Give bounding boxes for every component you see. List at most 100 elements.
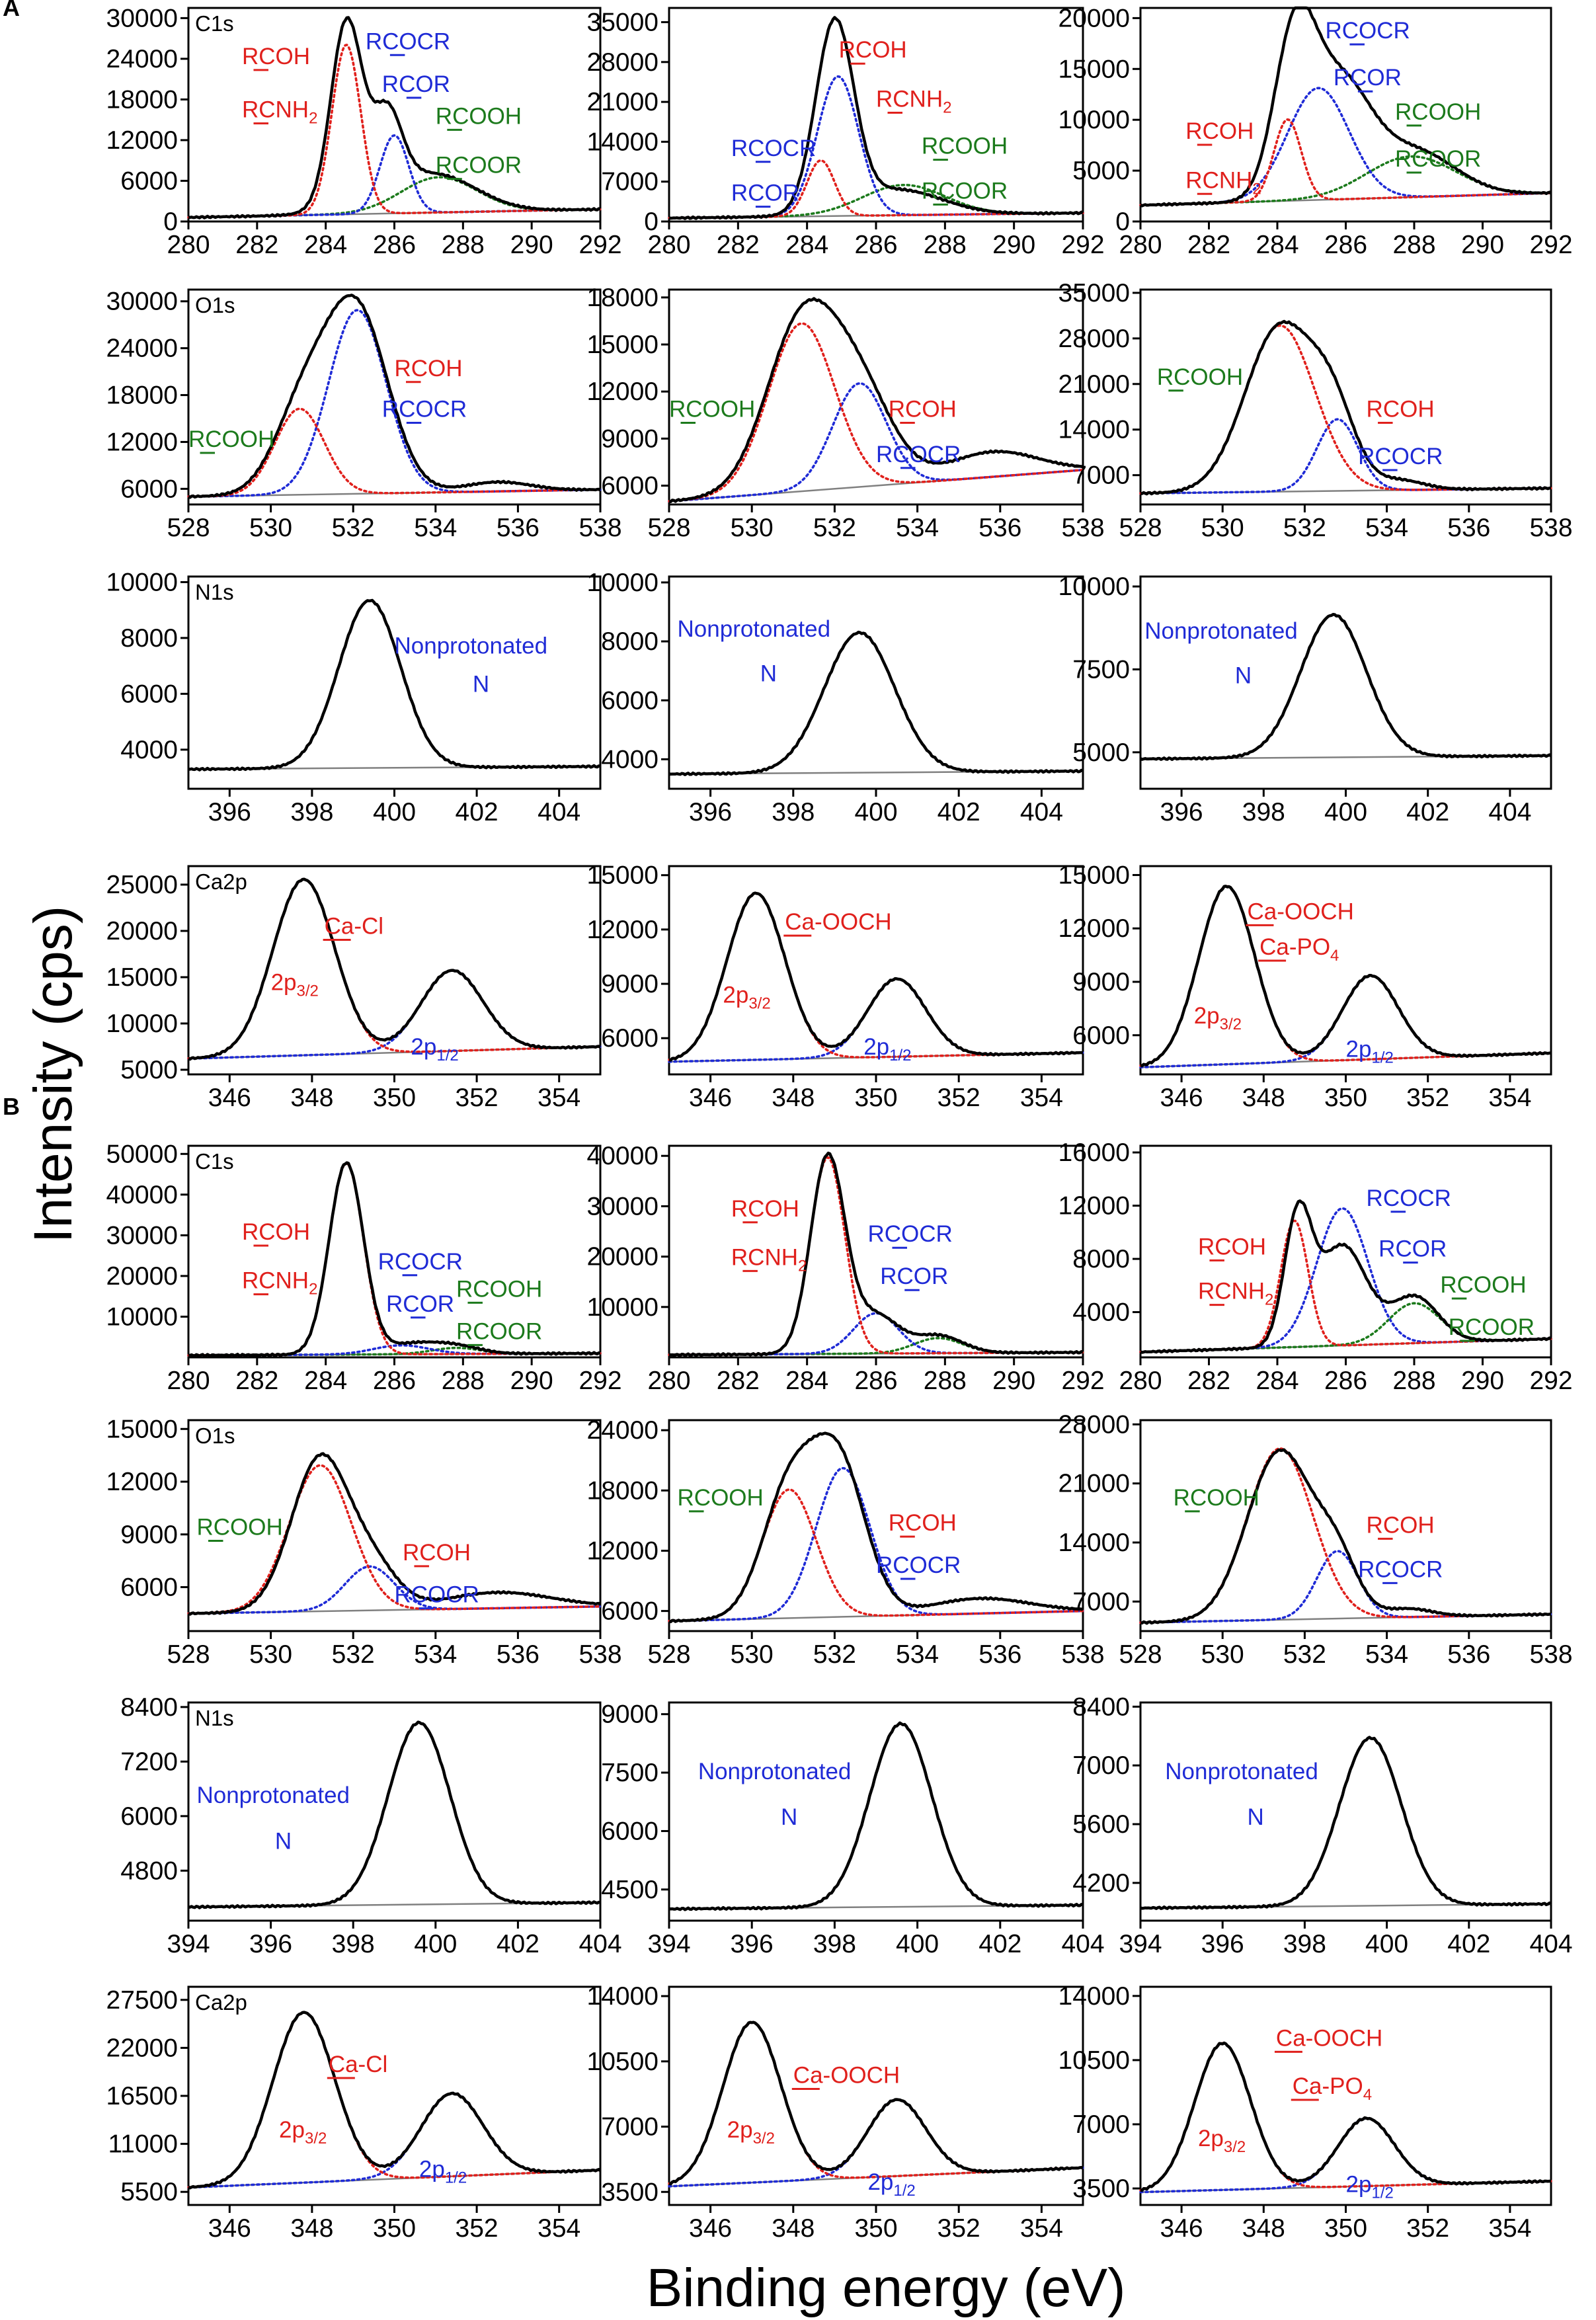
peak-annotation: Ca-OOCH [793, 2063, 900, 2089]
x-tick-label: 396 [208, 798, 251, 826]
y-tick-label: 20000 [587, 1243, 658, 1271]
x-tick-label: 398 [332, 1930, 375, 1958]
y-tick-label: 10000 [106, 568, 178, 596]
x-tick-label: 400 [1324, 798, 1367, 826]
peak-annotation: RCNH2 [242, 97, 317, 128]
x-tick-label: 288 [1392, 231, 1435, 259]
y-tick-label: 6000 [1072, 1021, 1130, 1050]
y-tick-label: 30000 [106, 4, 178, 32]
x-tick-label: 286 [1324, 231, 1367, 259]
x-tick-label: 346 [208, 1084, 251, 1112]
peak-annotation: Nonprotonated [395, 633, 548, 659]
y-tick-label: 5000 [1072, 739, 1130, 767]
peak-annotation: RCOCR [731, 136, 816, 161]
spectrum-panel: 394 396 398 400 402 404 4200 5600 7000 8400 Nonpro… [1072, 1693, 1572, 1958]
x-tick-label: 534 [896, 514, 939, 542]
y-tick-label: 28000 [1058, 325, 1130, 353]
series-rcooh-rcoor [187, 176, 602, 219]
peak-annotation: RCOOR [1395, 146, 1481, 172]
peak-annotation: RCOOH [1174, 1485, 1259, 1511]
peak-annotation: RCNH2 [1198, 1279, 1273, 1309]
panel-label-b: B [3, 1093, 20, 1120]
x-tick-label: 528 [1119, 1640, 1162, 1669]
y-tick-label: 40000 [587, 1142, 658, 1170]
y-tick-label: 3500 [601, 2178, 658, 2206]
x-tick-label: 532 [813, 1640, 856, 1669]
y-tick-label: 0 [644, 208, 658, 236]
series-total [187, 877, 602, 1061]
peak-annotation: 2p1/2 [1346, 2172, 1394, 2202]
peak-annotation: Nonprotonated [678, 616, 831, 642]
peak-annotation: RCOOH [678, 1485, 764, 1511]
x-tick-label: 290 [992, 231, 1035, 259]
y-tick-label: 12000 [587, 916, 658, 944]
y-tick-label: 18000 [587, 1476, 658, 1505]
spectrum-panel: 528 530 532 534 536 538 6000 9000 12000 15000 1800… [587, 284, 1105, 542]
y-tick-label: 24000 [106, 45, 178, 73]
series-total [1139, 1199, 1552, 1354]
y-tick-label: 21000 [1058, 370, 1130, 399]
x-tick-label: 288 [924, 231, 967, 259]
peak-annotation: RCOCR [1325, 18, 1410, 44]
y-tick-label: 6000 [601, 1817, 658, 1845]
y-tick-label: 12000 [587, 378, 658, 406]
x-tick-label: 404 [579, 1930, 621, 1958]
y-axis-title: Intensity (cps) [23, 906, 83, 1243]
peak-annotation: Nonprotonated [1144, 618, 1298, 644]
x-tick-label: 528 [167, 514, 210, 542]
y-tick-label: 18000 [106, 381, 178, 410]
y-tick-label: 8400 [1072, 1693, 1130, 1721]
x-tick-label: 532 [1283, 1640, 1326, 1669]
y-tick-label: 11000 [108, 2130, 178, 2159]
x-tick-label: 282 [235, 1367, 278, 1395]
spectrum-panel: 528 530 532 534 536 538 6000 12000 18000 24000 300… [106, 288, 622, 542]
x-tick-label: 396 [689, 798, 732, 826]
series-2p3-2 [187, 878, 602, 1060]
x-tick-label: 284 [1256, 231, 1298, 259]
y-tick-label: 35000 [587, 9, 658, 37]
series-total [1140, 885, 1552, 1068]
y-tick-label: 8000 [120, 624, 178, 653]
x-tick-label: 346 [689, 1084, 732, 1112]
x-tick-label: 538 [1529, 514, 1572, 542]
x-tick-label: 284 [785, 231, 828, 259]
y-tick-label: 16000 [1058, 1139, 1130, 1167]
x-tick-label: 398 [772, 798, 815, 826]
plot-frame [1139, 1701, 1552, 1922]
peak-annotation: Ca-Cl [329, 2052, 387, 2077]
core-level-label: N1s [195, 1706, 234, 1730]
x-tick-label: 288 [1392, 1367, 1435, 1395]
spectrum-panel: 528 530 532 534 536 538 7000 14000 21000 28000 RCO… [1058, 1410, 1573, 1669]
y-tick-label: 24000 [106, 335, 178, 363]
y-tick-label: 6000 [601, 472, 658, 500]
y-tick-label: 4800 [120, 1857, 178, 1885]
x-tick-label: 530 [1201, 514, 1244, 542]
x-tick-label: 396 [1201, 1930, 1244, 1958]
peak-annotation: RCNH2 [876, 87, 951, 117]
y-tick-label: 10500 [1058, 2046, 1130, 2075]
series-rcoh-rcocr [1139, 418, 1552, 495]
y-tick-label: 20000 [1058, 4, 1130, 32]
x-tick-label: 404 [1529, 1930, 1572, 1958]
plot-grid: 280 282 284 286 288 290 292 0 6000 12000 18000 2400… [106, 4, 1573, 2243]
peak-annotation: RCOCR [876, 442, 961, 467]
x-tick-label: 290 [992, 1367, 1035, 1395]
spectrum-panel: 394 396 398 400 402 404 4800 6000 7200 8400 N1s Non… [120, 1693, 621, 1958]
series-total [668, 630, 1084, 776]
y-tick-label: 24000 [587, 1416, 658, 1445]
x-tick-label: 398 [1242, 798, 1285, 826]
core-level-label: C1s [195, 11, 234, 36]
peak-annotation: 2p3/2 [1194, 1003, 1242, 1033]
plot-frame [668, 575, 1084, 790]
x-tick-label: 348 [772, 2214, 815, 2243]
y-tick-label: 21000 [587, 88, 658, 116]
peak-annotation: RCOH [1185, 118, 1254, 144]
x-tick-label: 404 [538, 798, 580, 826]
y-tick-label: 6000 [120, 475, 178, 503]
plot-frame [187, 288, 602, 506]
peak-annotation: Ca-OOCH [785, 909, 891, 935]
series-total [668, 1151, 1084, 1357]
x-axis-title: Binding energy (eV) [647, 2258, 1126, 2318]
x-tick-label: 280 [1119, 231, 1162, 259]
peak-annotation: Ca-Cl [325, 913, 383, 939]
